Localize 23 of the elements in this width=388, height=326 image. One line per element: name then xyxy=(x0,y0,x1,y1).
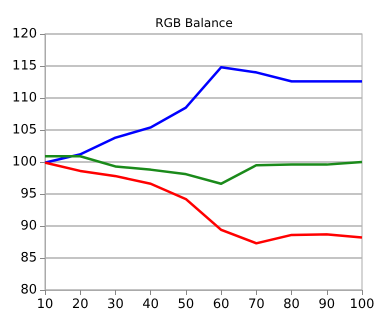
y-tick-label: 100 xyxy=(12,154,37,170)
x-tick-label: 100 xyxy=(350,297,374,312)
x-tick-label: 50 xyxy=(178,297,194,312)
x-tick-label: 10 xyxy=(36,297,54,312)
y-tick-label: 95 xyxy=(20,186,37,202)
y-tick-label: 115 xyxy=(12,58,37,74)
y-tick-label: 105 xyxy=(12,122,37,138)
y-tick-label: 110 xyxy=(12,90,37,106)
line-series xyxy=(44,66,364,164)
y-tick-label: 120 xyxy=(12,26,37,42)
x-tick-label: 20 xyxy=(72,297,88,312)
line-series xyxy=(44,154,364,186)
x-tick-label: 70 xyxy=(248,297,265,312)
x-tick-label: 40 xyxy=(142,297,159,312)
y-tick-label: 80 xyxy=(20,282,37,298)
chart-title: RGB Balance xyxy=(155,16,233,30)
x-tick-label: 60 xyxy=(212,297,230,312)
y-tick-label: 90 xyxy=(20,218,37,234)
x-tick-label: 90 xyxy=(318,297,336,312)
line-series xyxy=(44,161,364,245)
y-tick-label: 85 xyxy=(20,250,37,266)
x-tick-label: 80 xyxy=(283,297,300,312)
x-tick-label: 30 xyxy=(107,297,124,312)
